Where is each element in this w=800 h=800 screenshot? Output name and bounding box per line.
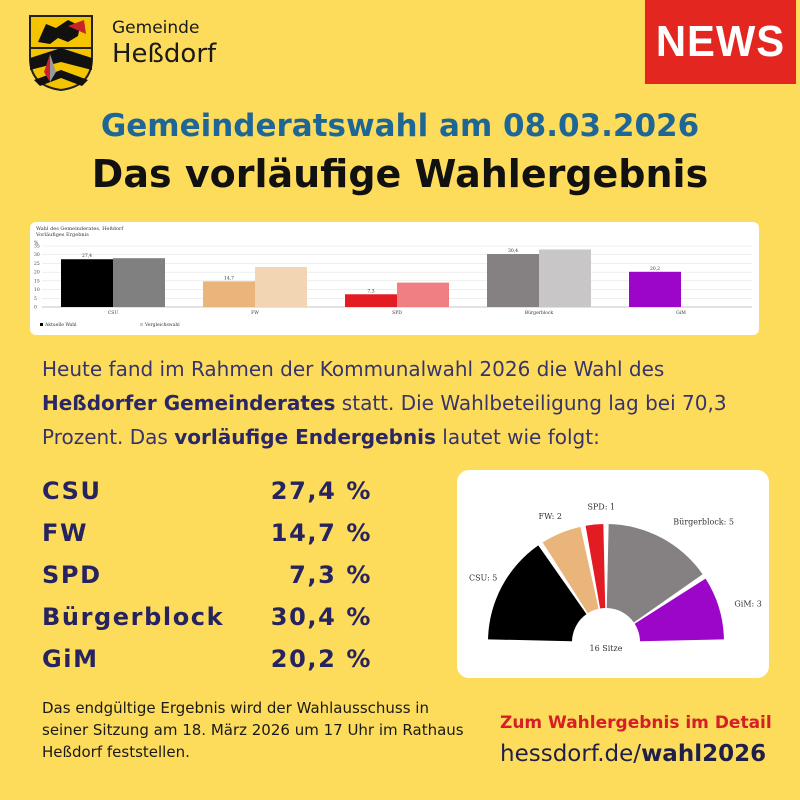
bar-current-spd	[345, 294, 397, 307]
headline-preliminary-result: Das vorläufige Wahlergebnis	[91, 152, 709, 196]
bar-category-label: Bürgerblock	[525, 310, 554, 316]
bar-chart-card: Wahl des Gemeinderates, Heßdorf Vorläufi…	[30, 222, 759, 335]
bar-chart-title: Wahl des Gemeinderates, Heßdorf	[36, 226, 124, 232]
bar-value-label: 27,4	[82, 253, 92, 259]
detail-link-label: Zum Wahlergebnis im Detail	[500, 713, 772, 733]
bar-current-bürgerblock	[487, 254, 539, 307]
legend-label-compare: Vergleichswahl	[144, 322, 180, 328]
intro-bold-council: Heßdorfer Gemeinderates	[42, 391, 336, 415]
bar-y-tick-label: 20	[34, 270, 40, 276]
municipal-coat-of-arms-logo	[28, 14, 94, 92]
seat-distribution-card: CSU: 5 FW: 2 SPD: 1 Bürgerblock: 5 GiM: 3 16…	[457, 470, 769, 678]
footnote-final-result: Das endgültige Ergebnis wird der Wahlaus…	[42, 699, 464, 761]
party-name: SPD	[42, 561, 102, 589]
bar-y-tick-label: 25	[34, 261, 40, 267]
party-percent: 30,4 %	[270, 603, 372, 631]
bar-category-label: FW	[251, 310, 259, 316]
result-row-gim: GiM 20,2 %	[42, 645, 372, 685]
legend-swatch-compare	[140, 323, 143, 326]
bar-current-csu	[61, 259, 113, 307]
result-row-spd: SPD 7,3 %	[42, 561, 372, 601]
bar-current-fw	[203, 281, 255, 307]
bar-chart: Wahl des Gemeinderates, Heßdorf Vorläufi…	[34, 226, 752, 328]
intro-text-2: statt. Die Wahlbeteiligung lag bei 70,3 …	[42, 391, 727, 449]
party-name: GiM	[42, 645, 99, 673]
headline-election-date: Gemeinderatswahl am 08.03.2026	[100, 108, 700, 144]
bar-y-tick-label: 10	[34, 287, 40, 293]
bar-y-tick-label: 30	[34, 252, 40, 258]
bar-value-label: 7,3	[367, 288, 374, 294]
bar-category-label: CSU	[108, 310, 119, 316]
bar-compare-fw	[255, 266, 307, 307]
party-name: Bürgerblock	[42, 603, 225, 631]
result-row-fw: FW 14,7 %	[42, 519, 372, 559]
seat-label-csu: CSU: 5	[469, 574, 497, 583]
party-name: FW	[42, 519, 89, 547]
bar-category-label: GiM	[676, 310, 686, 316]
seat-total-label: 16 Sitze	[590, 644, 623, 653]
seat-segment-gim	[634, 578, 724, 642]
party-percent: 14,7 %	[270, 519, 372, 547]
seat-segment-bürgerblock	[606, 524, 703, 623]
bar-value-label: 14,7	[224, 275, 234, 281]
seat-segment-spd	[585, 524, 606, 609]
bar-y-tick-label: 15	[34, 278, 40, 284]
seat-segment-fw	[542, 526, 599, 614]
municipality-label: Gemeinde	[112, 18, 200, 38]
intro-text-1: Heute fand im Rahmen der Kommunalwahl 20…	[42, 357, 665, 381]
bar-y-axis-label: %	[34, 240, 39, 246]
seat-label-gim: GiM: 3	[734, 599, 761, 608]
party-percent: 20,2 %	[270, 645, 372, 673]
bar-compare-csu	[113, 258, 165, 307]
url-path: wahl2026	[641, 741, 767, 767]
bar-chart-subtitle: Vorläufiges Ergebnis	[35, 232, 89, 238]
intro-text-3: lautet wie folgt:	[435, 425, 600, 449]
seat-distribution-chart: CSU: 5 FW: 2 SPD: 1 Bürgerblock: 5 GiM: 3 16…	[469, 503, 762, 653]
news-badge: NEWS	[644, 0, 797, 84]
bar-current-gim	[629, 271, 681, 307]
intro-paragraph: Heute fand im Rahmen der Kommunalwahl 20…	[42, 352, 762, 454]
result-row-buergerblock: Bürgerblock 30,4 %	[42, 603, 372, 643]
bar-y-tick-label: 5	[34, 296, 37, 302]
bar-compare-spd	[397, 282, 449, 307]
bar-value-label: 20,2	[650, 266, 660, 272]
intro-bold-final-result: vorläufige Endergebnis	[174, 425, 436, 449]
legend-label-current: Aktuelle Wahl	[44, 322, 77, 328]
party-name: CSU	[42, 477, 102, 505]
bar-category-label: SPD	[392, 310, 402, 316]
result-row-csu: CSU 27,4 %	[42, 477, 372, 517]
seat-label-spd: SPD: 1	[587, 503, 615, 512]
bar-value-label: 30,4	[508, 248, 518, 254]
bar-compare-bürgerblock	[539, 249, 591, 307]
seat-segment-csu	[488, 545, 587, 642]
party-percent: 27,4 %	[270, 477, 372, 505]
bar-y-tick-label: 35	[34, 244, 40, 250]
party-percent: 7,3 %	[289, 561, 372, 589]
municipality-name: Heßdorf	[112, 39, 217, 69]
detail-link-url[interactable]: hessdorf.de/wahl2026	[500, 741, 766, 767]
bar-y-tick-label: 0	[34, 305, 37, 311]
legend-swatch-current	[40, 323, 43, 326]
seat-label-bürgerblock: Bürgerblock: 5	[673, 517, 734, 526]
url-prefix: hessdorf.de/	[500, 741, 642, 767]
seat-label-fw: FW: 2	[539, 512, 562, 521]
